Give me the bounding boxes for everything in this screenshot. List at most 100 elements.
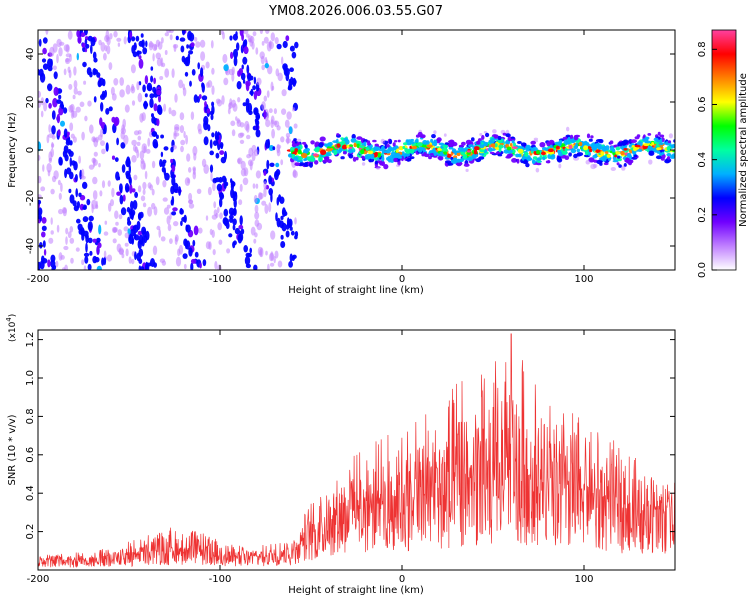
spectrogram-cell <box>129 31 133 39</box>
spectrogram-cell <box>130 200 134 211</box>
spectrogram-cell <box>69 226 74 233</box>
spectrogram-cell <box>42 47 47 55</box>
spectrogram-cell <box>39 72 46 83</box>
spectrogram-cell <box>38 38 42 47</box>
y-tick-label: 0.4 <box>25 485 36 501</box>
spectrogram-cell <box>179 125 185 134</box>
spectrogram-cell <box>171 164 176 173</box>
spectrogram-cell <box>184 71 189 77</box>
spectrogram-cell <box>288 261 293 268</box>
spectrogram-cell <box>82 206 87 210</box>
spectrogram-cell <box>125 248 129 257</box>
spectrogram-cell <box>473 149 478 155</box>
snr-series-line <box>38 333 675 568</box>
spectrogram-cell <box>119 187 123 194</box>
spectrogram-cell <box>279 196 285 204</box>
spectrogram-cell <box>211 85 215 95</box>
spectrogram-cell <box>383 150 388 154</box>
spectrogram-cell <box>38 199 42 205</box>
spectrogram-cell <box>621 165 626 171</box>
spectrogram-cell <box>75 247 80 252</box>
spectrogram-cell <box>406 158 412 162</box>
spectrogram-cell <box>616 162 620 166</box>
spectrogram-cell <box>365 155 371 160</box>
spectrogram-cell <box>152 86 157 93</box>
spectrogram-cell <box>264 204 269 214</box>
spectrogram-cell <box>174 234 179 242</box>
spectrogram-cell <box>85 234 89 239</box>
spectrogram-cell <box>84 115 88 122</box>
spectrogram-cell <box>188 32 195 42</box>
spectrogram-cell <box>269 162 275 167</box>
spectrogram-cell <box>128 256 132 264</box>
spectrogram-cell <box>612 148 616 154</box>
spectrogram-cell <box>178 186 182 196</box>
x-tick-label: 0 <box>399 274 405 285</box>
spectrogram-cell <box>268 202 272 213</box>
spectrogram-cell <box>155 39 160 47</box>
spectrogram-cell <box>72 94 76 100</box>
spectrogram-cell <box>606 154 611 158</box>
spectrogram-cell <box>546 141 551 147</box>
spectrogram-cell <box>273 108 277 115</box>
spectrogram-cell <box>376 166 381 170</box>
spectrogram-cell <box>101 148 106 155</box>
spectrogram-cell <box>471 137 475 142</box>
spectrogram-cell <box>124 242 129 247</box>
spectrogram-cell <box>618 158 622 162</box>
spectrogram-cell <box>471 154 476 160</box>
spectrogram-cell <box>215 152 220 159</box>
spectrogram-cell <box>281 108 287 115</box>
spectrogram-cell <box>76 201 80 209</box>
spectrogram-cell <box>258 192 264 200</box>
spectrogram-cell <box>253 194 258 204</box>
spectrogram-cell <box>73 66 77 76</box>
spectrogram-cell <box>155 52 162 60</box>
spectrogram-cell <box>153 262 158 268</box>
spectrogram-cell <box>155 176 160 186</box>
spectrogram-cell <box>193 94 198 103</box>
spectrogram-cell <box>531 160 536 164</box>
spectrogram-cell <box>134 191 139 198</box>
spectrogram-cell <box>583 145 589 151</box>
spectrogram-cell <box>209 164 214 173</box>
spectrogram-cell <box>197 123 202 132</box>
spectrogram-cell <box>530 140 536 145</box>
spectrogram-cell <box>648 150 655 156</box>
spectrogram-cell <box>547 148 554 153</box>
spectrogram-cell <box>76 218 81 224</box>
spectrogram-cell <box>667 140 672 144</box>
spectrogram-cell <box>272 146 276 151</box>
spectrogram-cell <box>153 44 158 51</box>
spectrogram-cell <box>246 33 250 38</box>
spectrogram-cell <box>245 98 250 106</box>
spectrogram-cell <box>201 95 208 101</box>
spectrogram-cell <box>103 231 109 236</box>
spectrogram-cell <box>160 134 165 139</box>
spectrogram-cell <box>149 184 154 191</box>
spectrogram-cell <box>96 72 101 78</box>
spectrogram-cell <box>151 131 158 137</box>
spectrogram-cell <box>363 141 367 147</box>
spectrogram-cell <box>60 103 64 110</box>
colorbar-tick-label: 0.6 <box>697 97 708 113</box>
spectrogram-cell <box>237 97 241 103</box>
spectrogram-cell <box>73 87 78 95</box>
spectrogram-cell <box>171 211 177 216</box>
spectrogram-cell <box>82 229 85 235</box>
spectrogram-cell <box>248 37 251 43</box>
spectrogram-cell <box>456 158 461 162</box>
spectrogram-cell <box>46 134 50 144</box>
spectrogram-cell <box>259 247 264 258</box>
spectrogram-cell <box>81 42 86 48</box>
spectrogram-cell <box>374 160 378 165</box>
spectrogram-cell <box>510 136 515 140</box>
spectrogram-cell <box>408 148 415 154</box>
spectrogram-cell <box>637 148 643 152</box>
spectrogram-cell <box>517 141 522 144</box>
spectrogram-cell <box>120 207 127 216</box>
spectrogram-cell <box>231 72 235 82</box>
spectrogram-cell <box>43 101 48 112</box>
spectrogram-cell <box>292 170 298 179</box>
spectrogram-cell <box>490 143 494 148</box>
